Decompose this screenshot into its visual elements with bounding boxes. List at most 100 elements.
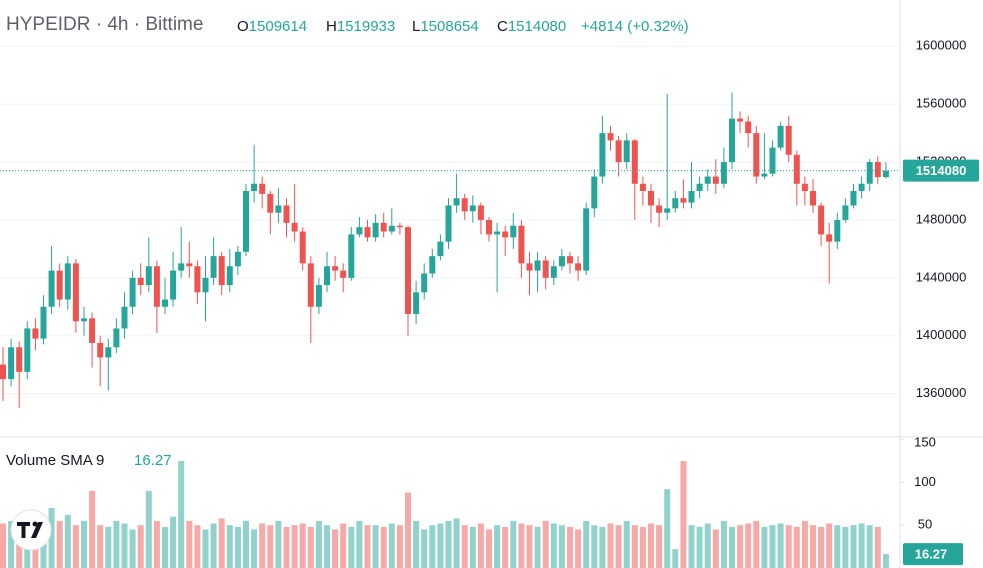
candle-body	[234, 251, 241, 267]
symbol: HYPEIDR · 4h · Bittime	[6, 14, 203, 35]
candle-body	[315, 285, 322, 307]
ohlc-item: L1508654	[412, 18, 479, 35]
candle-body	[583, 208, 590, 271]
candle-body	[145, 266, 152, 286]
candle-body	[113, 328, 120, 348]
candle-body	[275, 205, 282, 213]
volume-bar	[648, 523, 654, 568]
header: HYPEIDR · 4h · Bittime O1509614 H1519933 L1…	[6, 14, 689, 469]
candle-body	[243, 191, 249, 252]
volume-tick-label: 100	[914, 474, 936, 489]
volume-bar	[202, 529, 209, 568]
candle-body	[745, 121, 752, 134]
volume-bar	[550, 523, 557, 568]
volume-bar	[607, 523, 614, 568]
volume-bar	[785, 525, 792, 568]
candle-body	[307, 263, 314, 307]
volume-bar	[591, 525, 598, 568]
candle-body	[429, 256, 436, 274]
candle-body	[567, 256, 573, 264]
volume-bar	[761, 526, 768, 568]
candle-body	[194, 266, 201, 293]
candle-body	[486, 219, 492, 235]
volume-bar	[186, 520, 193, 568]
candle-body	[558, 256, 565, 267]
candle-body	[834, 219, 841, 242]
candle-body	[777, 125, 784, 148]
ohlc-value: 1508654	[420, 18, 478, 35]
volume-bar	[729, 526, 735, 568]
candle-body	[850, 191, 857, 206]
candle-body	[712, 176, 719, 184]
volume-bar	[639, 526, 646, 568]
candle-body	[105, 347, 112, 358]
volume-bar	[445, 520, 452, 568]
volume-bar	[348, 526, 355, 568]
volume-bar	[858, 523, 865, 568]
volume-bar	[526, 525, 533, 568]
candle-body	[688, 191, 695, 203]
candle-body	[0, 364, 6, 380]
volume-bar	[477, 523, 484, 568]
volume-bar	[72, 525, 79, 568]
volume-bar	[56, 520, 63, 568]
candle-body	[153, 266, 160, 307]
candle-body	[178, 263, 185, 271]
candle-body	[518, 225, 525, 264]
candle-body	[380, 222, 387, 232]
volume-bar	[405, 492, 411, 568]
candle-body	[8, 347, 15, 380]
volume-bar	[664, 489, 671, 568]
candle-body	[615, 140, 622, 163]
volume-bar	[850, 525, 857, 568]
candle-body	[202, 277, 209, 293]
candle-body	[89, 318, 96, 343]
y-tick-label: 1560000	[916, 96, 967, 111]
candle-body	[842, 205, 849, 220]
candle-body	[340, 270, 347, 278]
volume-bar	[558, 525, 565, 568]
candle-body	[64, 263, 71, 300]
candle-body	[680, 198, 687, 203]
volume-bar	[170, 516, 177, 568]
candle-body	[372, 222, 379, 238]
volume-bar	[364, 525, 371, 568]
candle-body	[810, 191, 816, 206]
candle-body	[56, 270, 63, 300]
ohlc-value: 1509614	[249, 18, 307, 35]
candle-body	[631, 140, 638, 184]
volume-bar	[737, 525, 744, 568]
candle-body	[785, 125, 792, 155]
volume-bar	[672, 549, 679, 568]
candle-body	[461, 198, 468, 212]
volume-bar	[372, 525, 379, 568]
volume-bar	[251, 529, 258, 568]
volume-bar	[234, 526, 241, 568]
candle-body	[801, 183, 808, 192]
candle-body	[648, 191, 654, 206]
volume-tick-label: 50	[918, 517, 932, 532]
candle-body	[494, 231, 501, 235]
candle-body	[858, 183, 865, 192]
volume-bar	[567, 526, 573, 568]
candle-body	[502, 231, 509, 238]
candle-body	[599, 133, 606, 177]
candle-body	[882, 170, 889, 178]
candle-body	[186, 263, 193, 267]
candle-body	[32, 328, 39, 339]
y-tick-label: 1360000	[916, 385, 967, 400]
volume-bar	[275, 520, 282, 568]
candle-body	[534, 260, 541, 271]
volume-bar	[137, 525, 144, 568]
candle-body	[283, 205, 290, 223]
candle-body	[437, 241, 444, 257]
candle-body	[72, 263, 79, 322]
candle-body	[24, 328, 31, 372]
candle-body	[607, 133, 614, 141]
volume-bar	[162, 526, 168, 568]
volume-bar	[453, 518, 460, 568]
volume-bar	[842, 526, 849, 568]
volume-bar	[494, 525, 501, 568]
ohlc-item: C1514080	[497, 18, 566, 35]
volume-bar	[0, 523, 6, 568]
